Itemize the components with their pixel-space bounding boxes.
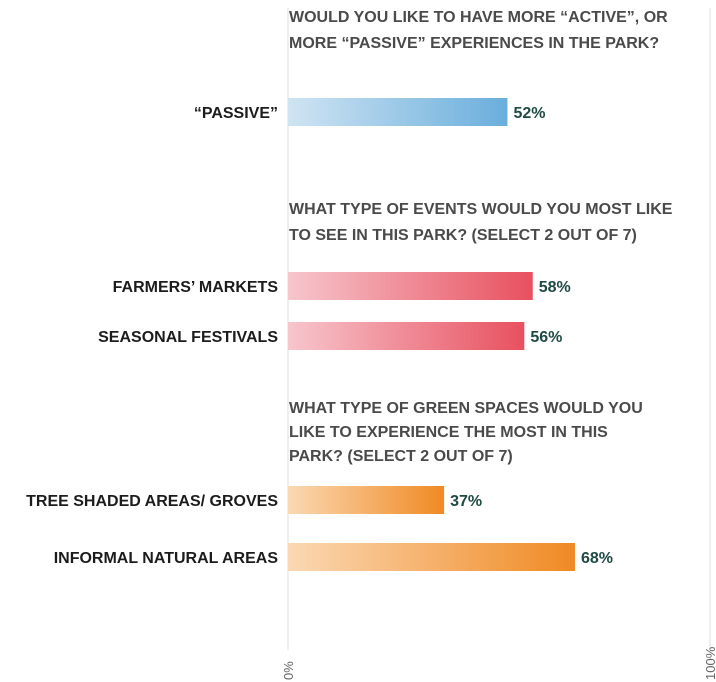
bar	[288, 98, 508, 126]
axis-min-label: 0%	[281, 661, 296, 680]
data-label: 58%	[539, 279, 571, 296]
question-heading: WHAT TYPE OF GREEN SPACES WOULD YOU	[289, 400, 643, 417]
data-label: 68%	[581, 550, 613, 567]
category-label: “PASSIVE”	[194, 105, 278, 122]
question-heading: PARK? (SELECT 2 OUT OF 7)	[289, 448, 513, 465]
data-label: 52%	[513, 105, 545, 122]
category-label: FARMERS’ MARKETS	[113, 279, 279, 296]
category-label: INFORMAL NATURAL AREAS	[54, 550, 279, 567]
question-heading: MORE “PASSIVE” EXPERIENCES IN THE PARK?	[289, 35, 659, 52]
question-heading: WHAT TYPE OF EVENTS WOULD YOU MOST LIKE	[289, 201, 673, 218]
question-heading: TO SEE IN THIS PARK? (SELECT 2 OUT OF 7)	[289, 227, 637, 244]
question-heading: LIKE TO EXPERIENCE THE MOST IN THIS	[289, 424, 608, 441]
data-label: 37%	[450, 493, 482, 510]
bar	[288, 322, 525, 350]
bar	[288, 543, 575, 571]
data-label: 56%	[530, 329, 562, 346]
category-label: TREE SHADED AREAS/ GROVES	[26, 493, 278, 510]
category-label: SEASONAL FESTIVALS	[98, 329, 278, 346]
axis-max-label: 100%	[703, 646, 716, 680]
bar	[288, 272, 533, 300]
bar	[288, 486, 445, 514]
question-heading: WOULD YOU LIKE TO HAVE MORE “ACTIVE”, OR	[289, 9, 668, 26]
